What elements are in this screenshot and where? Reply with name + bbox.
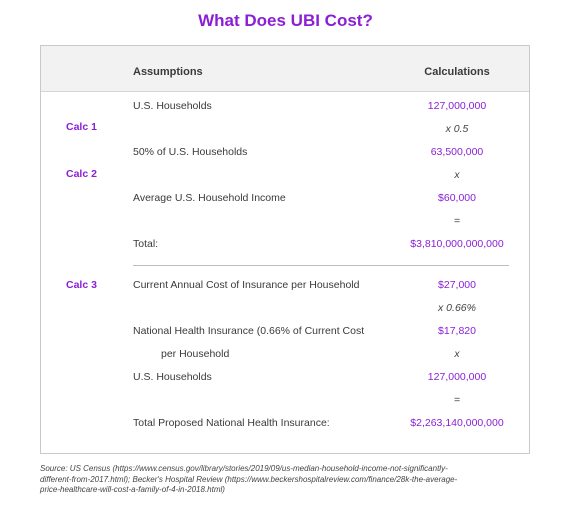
row-operator: = <box>453 215 461 227</box>
row-assumption: Current Annual Cost of Insurance per Hou… <box>133 279 360 291</box>
row-assumption: Total Proposed National Health Insurance… <box>133 417 330 429</box>
section-divider <box>133 265 509 266</box>
row-calculation: 127,000,000 <box>427 100 487 112</box>
row-operator: x <box>454 169 460 181</box>
calc-3-label: Calc 3 <box>66 279 97 291</box>
calc-1-label: Calc 1 <box>66 121 97 133</box>
row-calculation: $17,820 <box>438 325 476 337</box>
page-title: What Does UBI Cost? <box>198 11 373 30</box>
row-operator: x 0.66% <box>438 302 476 314</box>
row-calculation: 127,000,000 <box>427 371 487 383</box>
table-header: Assumptions Calculations <box>41 46 529 92</box>
row-assumption: Total: <box>133 238 159 250</box>
row-calculation: $3,810,000,000,000 <box>410 238 504 250</box>
calculations-header: Calculations <box>424 66 490 78</box>
source-line: Source: US Census (https://www.census.go… <box>40 464 448 473</box>
row-assumption: Average U.S. Household Income <box>133 192 286 204</box>
assumptions-header: Assumptions <box>133 66 203 78</box>
source-citation: Source: US Census (https://www.census.go… <box>40 464 530 496</box>
source-line: different-from-2017.html); Becker's Hosp… <box>40 474 458 484</box>
calc-2-label: Calc 2 <box>66 168 97 180</box>
row-calculation: $27,000 <box>438 279 476 291</box>
row-operator: x 0.5 <box>445 123 469 135</box>
row-calculation: $2,263,140,000,000 <box>410 417 504 429</box>
row-assumption: U.S. Households <box>133 371 212 383</box>
ubi-cost-table: Assumptions Calculations Calc 1 Calc 2 C… <box>40 45 530 454</box>
row-operator: = <box>453 394 461 406</box>
row-calculation: 63,500,000 <box>430 146 484 158</box>
row-assumption: U.S. Households <box>133 100 212 112</box>
source-line: price-healthcare-will-cost-a-family-of-4… <box>40 485 225 494</box>
row-assumption-continued: per Household <box>161 348 230 360</box>
row-operator: x <box>454 348 460 360</box>
row-assumption: 50% of U.S. Households <box>133 146 248 158</box>
row-assumption: National Health Insurance (0.66% of Curr… <box>133 325 365 337</box>
row-calculation: $60,000 <box>438 192 476 204</box>
